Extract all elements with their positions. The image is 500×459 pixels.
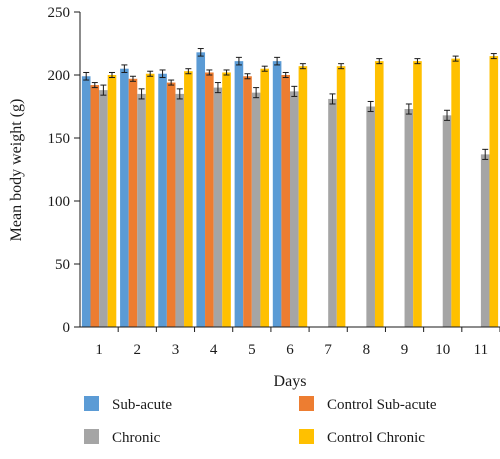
bar — [120, 68, 129, 327]
bar — [243, 76, 252, 327]
legend-swatch — [299, 396, 314, 411]
bar — [175, 93, 185, 328]
bar — [489, 56, 499, 327]
legend-label: Sub-acute — [112, 397, 172, 413]
bar — [205, 72, 214, 327]
y-axis-title: Mean body weight (g) — [8, 99, 25, 242]
bar — [166, 82, 176, 327]
x-axis-title: Days — [274, 373, 307, 390]
bar — [128, 78, 138, 327]
x-tick-label: 6 — [286, 342, 294, 358]
bar — [184, 71, 193, 327]
bar — [99, 90, 108, 328]
y-tick-label: 250 — [48, 5, 71, 21]
y-tick-label: 100 — [48, 194, 71, 210]
bar — [328, 98, 337, 327]
bar — [451, 58, 460, 328]
bar — [366, 106, 375, 327]
bar — [196, 52, 206, 327]
bar — [145, 73, 155, 328]
bar — [290, 91, 299, 327]
bar — [90, 85, 100, 327]
bar — [251, 92, 261, 327]
bars-group — [81, 52, 499, 328]
bar — [374, 61, 384, 327]
x-tick-label: 2 — [134, 342, 142, 358]
bar — [480, 154, 490, 327]
y-ticks-group: 0 50 100 150 200 250 — [48, 5, 80, 336]
legend-label: Control Chronic — [327, 430, 425, 446]
x-tick-label: 1 — [95, 342, 103, 358]
bar — [336, 66, 346, 328]
legend: Sub-acute Control Sub-acute Chronic Control… — [84, 396, 437, 446]
error-bars-group — [83, 48, 497, 160]
bar — [298, 66, 308, 328]
bar — [222, 72, 231, 327]
x-tick-label: 11 — [474, 342, 488, 358]
x-tick-label: 8 — [363, 342, 371, 358]
legend-swatch — [299, 429, 314, 444]
x-ticks-group: 1 2 3 4 5 6 7 8 9 10 11 — [95, 327, 500, 358]
y-tick-label: 200 — [48, 68, 71, 84]
x-tick-label: 5 — [248, 342, 256, 358]
x-tick-label: 7 — [324, 342, 332, 358]
bar — [413, 61, 422, 327]
bar — [158, 73, 167, 328]
bar — [213, 87, 223, 327]
bar — [137, 93, 146, 328]
bar — [81, 76, 91, 327]
bar — [260, 68, 270, 327]
x-tick-label: 4 — [210, 342, 218, 358]
bar — [281, 75, 290, 327]
legend-swatch — [84, 429, 99, 444]
bar — [107, 75, 117, 327]
bar — [442, 115, 452, 327]
bar — [404, 109, 414, 328]
bar — [272, 61, 282, 327]
y-tick-label: 150 — [48, 131, 71, 147]
legend-label: Chronic — [112, 430, 161, 446]
x-tick-label: 10 — [435, 342, 450, 358]
x-tick-label: 9 — [401, 342, 409, 358]
y-tick-label: 0 — [63, 320, 71, 336]
legend-label: Control Sub-acute — [327, 397, 437, 413]
x-tick-label: 3 — [172, 342, 180, 358]
y-tick-label: 50 — [55, 257, 70, 273]
bar — [234, 61, 244, 327]
legend-swatch — [84, 396, 99, 411]
